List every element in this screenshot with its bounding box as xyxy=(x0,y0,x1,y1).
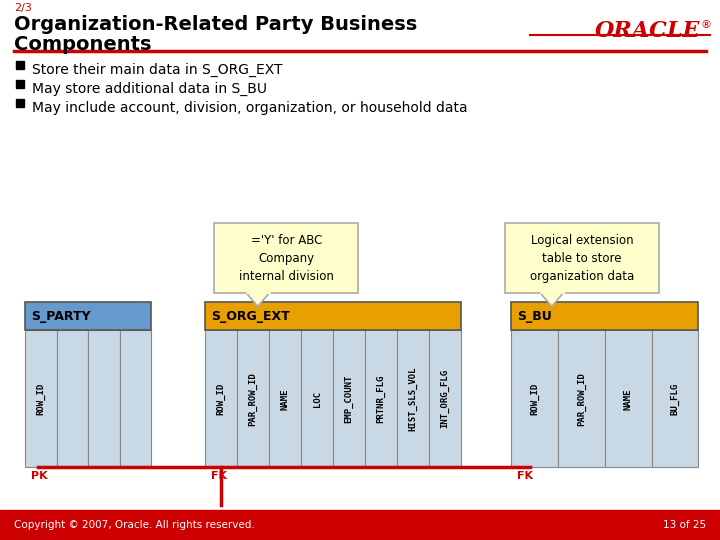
Text: Organization-Related Party Business: Organization-Related Party Business xyxy=(14,15,418,34)
Text: Store their main data in S_ORG_EXT: Store their main data in S_ORG_EXT xyxy=(32,63,282,77)
Text: ='Y' for ABC
Company
internal division: ='Y' for ABC Company internal division xyxy=(239,234,333,283)
Text: ®: ® xyxy=(701,20,712,30)
Text: May include account, division, organization, or household data: May include account, division, organizat… xyxy=(32,101,467,115)
Text: S_PARTY: S_PARTY xyxy=(31,310,91,323)
Bar xyxy=(120,330,151,467)
Bar xyxy=(205,330,237,467)
Text: INT_ORG_FLG: INT_ORG_FLG xyxy=(440,369,449,428)
Bar xyxy=(511,330,558,467)
Text: BU_FLG: BU_FLG xyxy=(670,383,680,415)
Bar xyxy=(0,510,720,540)
Text: PAR_ROW_ID: PAR_ROW_ID xyxy=(577,372,586,426)
Bar xyxy=(16,80,24,88)
Bar xyxy=(205,302,461,330)
Text: ROW_ID: ROW_ID xyxy=(217,383,226,415)
Text: FK: FK xyxy=(211,471,228,481)
Text: May store additional data in S_BU: May store additional data in S_BU xyxy=(32,82,267,96)
Text: NAME: NAME xyxy=(281,388,289,409)
Polygon shape xyxy=(246,292,270,306)
Text: Components: Components xyxy=(14,35,151,54)
Bar xyxy=(16,61,24,69)
Text: LOC: LOC xyxy=(312,390,322,407)
Text: PRTNR_FLG: PRTNR_FLG xyxy=(377,375,385,423)
Bar xyxy=(429,330,461,467)
Bar xyxy=(397,330,429,467)
Text: S_BU: S_BU xyxy=(517,310,552,323)
FancyBboxPatch shape xyxy=(215,224,359,293)
Text: EMP_COUNT: EMP_COUNT xyxy=(344,375,354,423)
Bar xyxy=(25,330,57,467)
Text: FK: FK xyxy=(517,471,534,481)
Bar xyxy=(16,99,24,107)
Text: S_ORG_EXT: S_ORG_EXT xyxy=(211,310,290,323)
Text: NAME: NAME xyxy=(624,388,633,409)
Bar xyxy=(25,302,151,330)
Bar xyxy=(333,330,365,467)
Text: 13 of 25: 13 of 25 xyxy=(663,520,706,530)
Bar xyxy=(57,330,89,467)
Text: ROW_ID: ROW_ID xyxy=(37,383,45,415)
Text: ROW_ID: ROW_ID xyxy=(530,383,539,415)
Bar xyxy=(511,302,698,330)
Text: 2/3: 2/3 xyxy=(14,3,32,13)
Bar xyxy=(365,330,397,467)
Text: ORACLE: ORACLE xyxy=(595,20,700,42)
Polygon shape xyxy=(540,292,564,306)
Bar xyxy=(237,330,269,467)
Text: HIST_SLS_VOL: HIST_SLS_VOL xyxy=(408,367,418,431)
FancyBboxPatch shape xyxy=(505,224,660,293)
Bar xyxy=(652,330,698,467)
Bar xyxy=(558,330,605,467)
Bar xyxy=(269,330,301,467)
Text: Logical extension
table to store
organization data: Logical extension table to store organiz… xyxy=(530,234,634,283)
Text: PK: PK xyxy=(31,471,48,481)
Bar xyxy=(605,330,652,467)
Text: Copyright © 2007, Oracle. All rights reserved.: Copyright © 2007, Oracle. All rights res… xyxy=(14,520,255,530)
Text: PAR_ROW_ID: PAR_ROW_ID xyxy=(248,372,258,426)
Bar xyxy=(301,330,333,467)
Bar xyxy=(88,330,120,467)
